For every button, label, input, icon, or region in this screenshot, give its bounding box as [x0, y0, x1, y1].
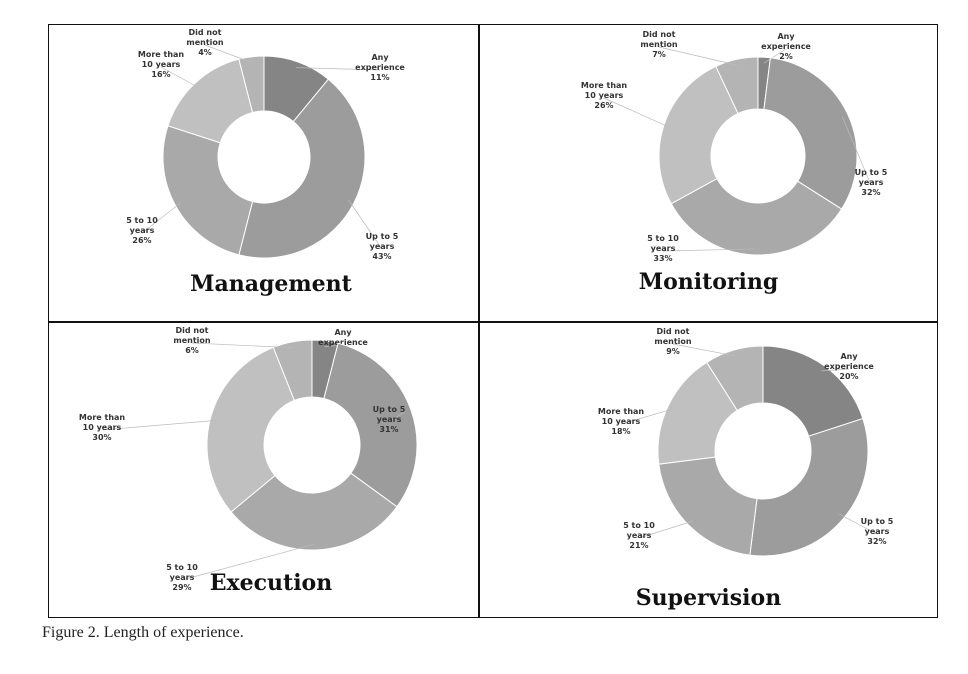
slice-label: More than 10 years 26% — [581, 81, 628, 110]
donut-slice — [749, 417, 869, 557]
leader-line — [839, 513, 878, 535]
donut-slice — [762, 345, 864, 437]
leader-line — [160, 66, 200, 89]
donut-slice — [715, 56, 759, 115]
donut-slice — [670, 177, 843, 256]
panel-title: Monitoring — [638, 269, 779, 295]
slice-label: 5 to 10 years 33% — [647, 234, 679, 263]
leader-line — [658, 46, 738, 66]
slice-label: 5 to 10 years 29% — [166, 563, 198, 592]
donut-chart-supervision: Any experience 20% Up to 5 years 32% 5 to 10 ye… — [598, 327, 894, 557]
leader-line — [181, 543, 316, 581]
slice-label: More than 10 years 16% — [138, 50, 185, 79]
slice-label: 5 to 10 years 26% — [126, 216, 158, 245]
leader-line — [638, 520, 694, 539]
panel-supervision: Any experience 20% Up to 5 years 32% 5 to 10 ye… — [479, 322, 923, 618]
donut-slice — [658, 65, 739, 205]
panel-monitoring: Any experience 2% Up to 5 years 32% 5 to 10 yea… — [479, 25, 923, 321]
donut-chart-monitoring: Any experience 2% Up to 5 years 32% 5 to 10 yea… — [581, 30, 888, 263]
leader-line — [620, 408, 674, 425]
donut-slice — [238, 78, 366, 259]
leader-line — [603, 97, 670, 128]
figure-caption: Figure 2. Length of experience. — [42, 624, 244, 641]
leader-line — [296, 67, 381, 71]
panel-management: Any experience 11% Up to 5 years 43% 5 to 10 ye… — [49, 25, 493, 321]
donut-slice — [167, 58, 254, 144]
grid-divider-horizontal — [49, 321, 937, 323]
donut-slice — [206, 346, 295, 513]
leader-line — [672, 343, 736, 357]
leader-line — [204, 44, 253, 64]
slice-label: 5 to 10 years 21% — [623, 521, 655, 550]
slice-label: Did not mention 6% — [173, 326, 211, 355]
figure-grid: Any experience 11% Up to 5 years 43% 5 to 10 ye… — [48, 24, 938, 618]
slice-label: Any experience 2% — [761, 32, 811, 61]
slice-label: Did not mention 9% — [654, 327, 692, 356]
leader-line — [388, 411, 406, 423]
slice-label: More than 10 years 30% — [79, 413, 126, 442]
donut-slice — [323, 342, 418, 508]
donut-slice — [272, 339, 313, 402]
slice-label: Any experience 20% — [824, 352, 874, 381]
leader-line — [662, 248, 756, 252]
leader-line — [101, 420, 217, 431]
donut-slice — [658, 456, 758, 556]
donut-slice — [238, 55, 265, 114]
donut-slice — [162, 125, 254, 256]
slice-label: Up to 5 years 31% — [373, 405, 406, 434]
slice-label: Up to 5 years 32% — [855, 168, 888, 197]
leader-line — [348, 199, 383, 250]
slice-label: More than 10 years 18% — [598, 407, 645, 436]
donut-slice — [763, 57, 858, 210]
donut-chart-management: Any experience 11% Up to 5 years 43% 5 to 10 ye… — [126, 28, 405, 261]
leader-line — [141, 202, 181, 234]
leader-line — [191, 342, 294, 349]
panel-title: Execution — [209, 570, 333, 596]
slice-label: Did not mention 4% — [186, 28, 224, 57]
slice-label: Up to 5 years 32% — [861, 517, 894, 546]
leader-line — [763, 48, 787, 64]
panel-title: Supervision — [635, 585, 782, 611]
slice-label: Any experience 11% — [355, 53, 405, 82]
donut-slice — [230, 472, 398, 551]
panel-title: Management — [190, 271, 352, 297]
slice-label: Up to 5 years 43% — [366, 232, 399, 261]
donut-slice — [706, 345, 764, 412]
leader-line — [841, 116, 872, 186]
slice-label: Did not mention 7% — [640, 30, 678, 59]
leader-line — [821, 368, 850, 372]
